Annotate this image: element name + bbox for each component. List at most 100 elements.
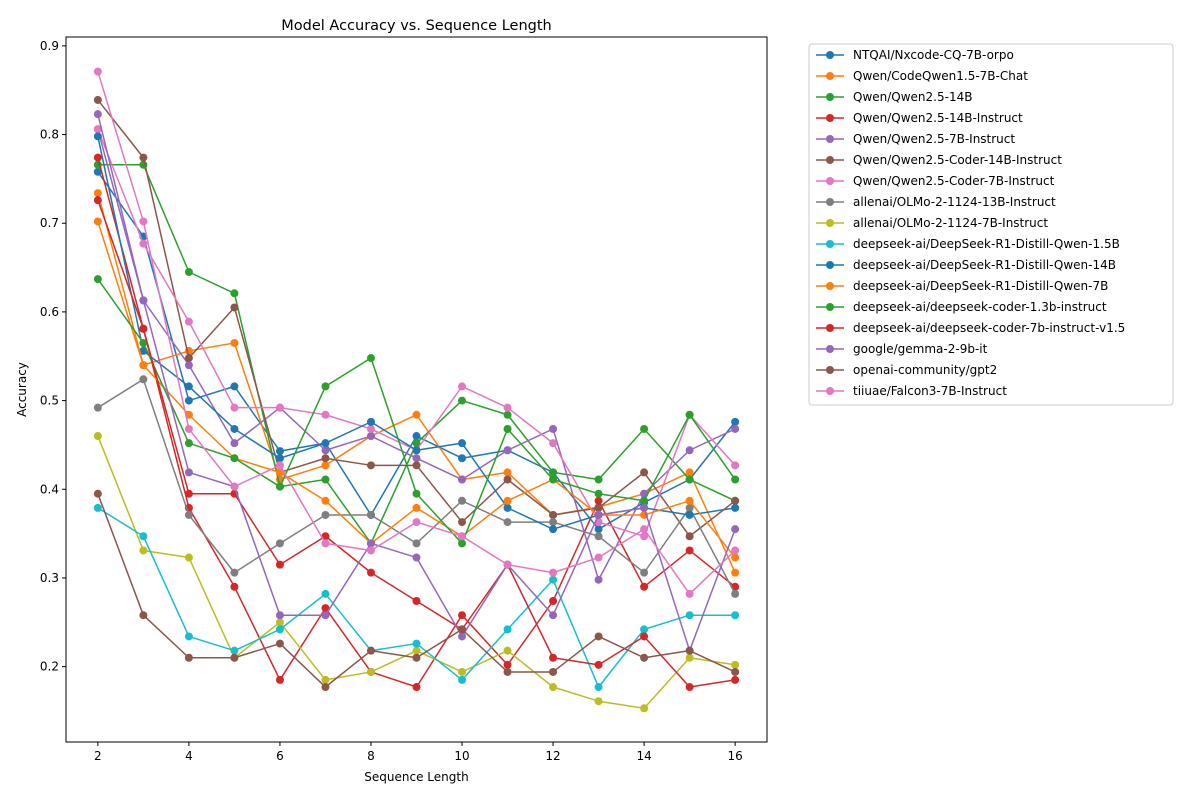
data-point	[412, 553, 421, 562]
data-point	[230, 338, 239, 347]
data-point	[184, 489, 193, 498]
series-2	[93, 160, 740, 548]
data-point	[458, 475, 467, 484]
data-point	[685, 532, 694, 541]
data-point	[230, 646, 239, 655]
data-point	[230, 653, 239, 662]
data-point	[412, 503, 421, 512]
data-point	[184, 268, 193, 276]
data-point	[366, 354, 375, 363]
legend-item: deepseek-ai/DeepSeek-R1-Distill-Qwen-1.5…	[816, 237, 1120, 251]
data-point	[640, 582, 649, 591]
data-point	[731, 424, 740, 433]
y-tick-label: 0.2	[40, 660, 59, 674]
data-point	[685, 589, 694, 598]
data-point	[640, 653, 649, 662]
data-point	[93, 189, 102, 198]
data-point	[412, 597, 421, 605]
data-point	[503, 468, 512, 477]
data-point	[93, 275, 102, 284]
data-point	[184, 354, 193, 363]
data-point	[685, 475, 694, 484]
y-axis-title: Accuracy	[15, 362, 29, 417]
y-tick-label: 0.9	[40, 39, 59, 53]
data-point	[503, 503, 512, 512]
data-point	[594, 683, 603, 692]
data-point	[93, 432, 102, 441]
data-point	[640, 532, 649, 541]
data-point	[366, 461, 375, 470]
data-point	[458, 496, 467, 505]
legend-label: google/gemma-2-9b-it	[853, 342, 988, 356]
data-point	[93, 196, 102, 205]
series-7	[93, 375, 740, 598]
data-point	[93, 403, 102, 412]
legend-marker	[826, 72, 834, 80]
data-point	[640, 468, 649, 477]
data-point	[275, 482, 284, 491]
data-point	[93, 167, 102, 176]
data-point	[549, 510, 558, 519]
data-point	[458, 518, 467, 527]
legend-marker	[826, 156, 834, 164]
data-point	[275, 611, 284, 620]
data-point	[321, 675, 330, 684]
legend-label: openai-community/gpt2	[853, 363, 997, 377]
legend-marker	[826, 261, 834, 269]
data-point	[731, 496, 740, 505]
legend-marker	[826, 198, 834, 206]
data-point	[458, 667, 467, 676]
data-point	[503, 410, 512, 419]
data-point	[731, 546, 740, 555]
data-point	[594, 553, 603, 562]
legend-item: Qwen/Qwen2.5-Coder-7B-Instruct	[816, 174, 1055, 188]
legend-label: deepseek-ai/deepseek-coder-7b-instruct-v…	[853, 321, 1125, 335]
data-point	[503, 446, 512, 455]
data-point	[594, 575, 603, 584]
legend-marker	[826, 345, 834, 353]
legend-item: deepseek-ai/deepseek-coder-7b-instruct-v…	[816, 321, 1125, 335]
data-point	[458, 539, 467, 548]
legend-item: openai-community/gpt2	[816, 363, 997, 377]
data-point	[640, 625, 649, 634]
legend-label: deepseek-ai/DeepSeek-R1-Distill-Qwen-1.5…	[853, 237, 1120, 251]
data-point	[321, 446, 330, 455]
data-point	[549, 653, 558, 662]
data-point	[321, 475, 330, 484]
data-point	[230, 303, 239, 312]
legend: NTQAI/Nxcode-CQ-7B-orpo Qwen/CodeQwen1.5-…	[808, 43, 1174, 406]
data-point	[184, 396, 193, 405]
data-point	[458, 454, 467, 463]
data-point	[366, 432, 375, 441]
data-point	[412, 439, 421, 448]
data-point	[366, 510, 375, 519]
legend-label: Qwen/Qwen2.5-14B-Instruct	[853, 111, 1023, 125]
data-point	[366, 424, 375, 433]
legend-marker	[826, 51, 834, 59]
data-point	[458, 439, 467, 448]
data-point	[366, 568, 375, 577]
data-point	[549, 468, 558, 477]
data-point	[275, 468, 284, 477]
legend-marker	[826, 387, 834, 395]
data-point	[594, 697, 603, 706]
data-point	[458, 611, 467, 620]
data-point	[412, 410, 421, 419]
data-point	[549, 475, 558, 484]
data-point	[321, 461, 330, 470]
data-point	[275, 560, 284, 569]
data-point	[731, 553, 740, 562]
data-point	[640, 704, 649, 713]
data-point	[412, 653, 421, 662]
data-point	[230, 403, 239, 412]
data-point	[503, 518, 512, 527]
data-point	[275, 639, 284, 648]
legend-marker	[826, 240, 834, 248]
legend-label: allenai/OLMo-2-1124-13B-Instruct	[853, 195, 1056, 209]
series-layer	[93, 67, 740, 713]
data-point	[685, 683, 694, 692]
data-point	[503, 660, 512, 669]
data-point	[93, 217, 102, 226]
data-point	[731, 525, 740, 534]
legend-label: allenai/OLMo-2-1124-7B-Instruct	[853, 216, 1048, 230]
